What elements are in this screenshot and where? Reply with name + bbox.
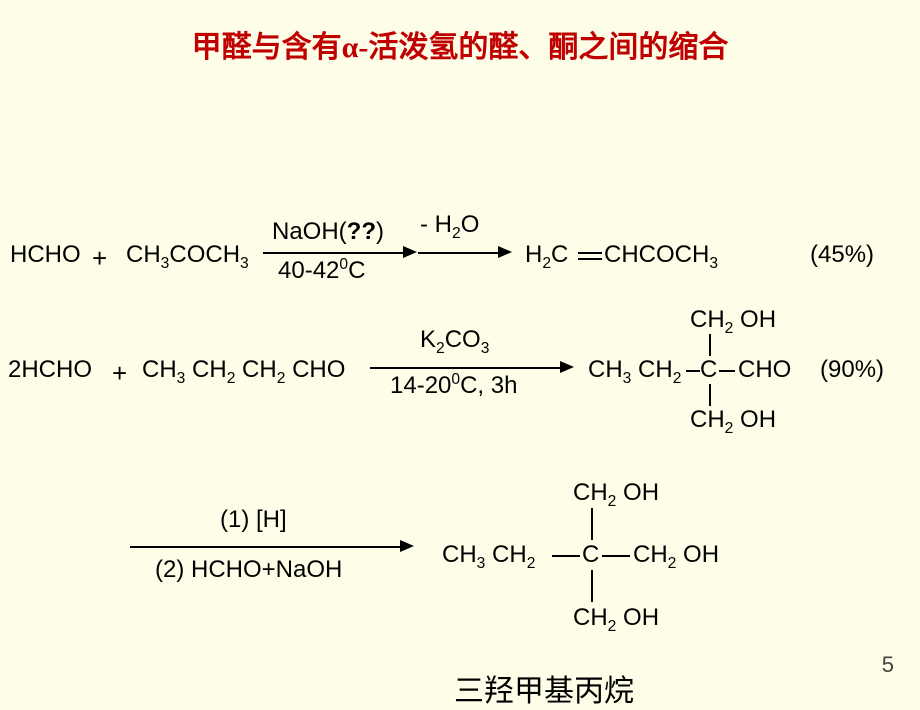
r3-prod-bot: CH2 OH [573,604,659,636]
r1-yield: (45%) [810,241,874,269]
r2-yield: (90%) [820,356,884,384]
r2-butanal: CH3 CH2 CH2 CHO [142,356,345,388]
r1-cond-top: NaOH(??) [272,218,384,246]
r3-arrow-head [400,540,414,552]
slide-title: 甲醛与含有α-活泼氢的醛、酮之间的缩合 [0,0,920,66]
r1-plus: + [92,243,107,274]
r1-hcho: HCHO [10,241,81,269]
r2-prod-cho: CHO [738,356,791,384]
page-number: 5 [882,652,894,678]
r1-dbond1 [578,252,602,254]
r3-cond-top: (1) [H] [220,506,287,534]
r2-arrow [370,367,560,369]
r2-prod-top: CH2 OH [690,306,776,338]
r2-bond-up [709,334,711,356]
r2-cond-bot: 14-200C, 3h [390,371,517,400]
r1-cond-bot: 40-420C [278,256,365,285]
r3-arrow [130,546,400,548]
r3-bond-right [602,555,630,557]
r3-name: 三羟甲基丙烷 [454,666,634,710]
r1-arrow2-head [498,246,512,258]
r1-arrow1 [263,252,403,254]
r2-prod-left: CH3 CH2 [588,356,681,388]
r2-prod-bot: CH2 OH [690,406,776,438]
r3-cond-bot: (2) HCHO+NaOH [155,556,342,584]
r1-prod-left: H2C [525,241,568,273]
r1-arrow1-head [403,246,417,258]
r1-prod-right: CHCOCH3 [604,241,718,273]
r1-dbond2 [578,258,602,260]
r2-bond-left [686,370,700,372]
r1-arrow2 [418,252,498,254]
r2-prod-c: C [700,356,717,384]
r2-bond-right [719,370,735,372]
r2-bond-down [709,384,711,406]
r2-arrow-head [560,361,574,373]
r2-cond-top: K2CO3 [420,326,489,358]
r3-prod-c: C [582,541,599,569]
r3-prod-right: CH2 OH [633,541,719,573]
r2-plus: + [112,358,127,389]
r3-bond-left [552,555,580,557]
title-p2: -活泼氢的醛、酮之间的缩合 [358,31,728,64]
r3-prod-left: CH3 CH2 [442,541,535,573]
r3-bond-down [591,570,593,602]
title-alpha: α [342,31,359,64]
title-p1: 甲醛与含有 [192,31,342,64]
r1-acetone: CH3COCH3 [126,241,249,273]
r1-loss: - H2O [420,211,479,243]
r2-hcho: 2HCHO [8,356,92,384]
r3-prod-top: CH2 OH [573,479,659,511]
r3-bond-up [591,508,593,540]
